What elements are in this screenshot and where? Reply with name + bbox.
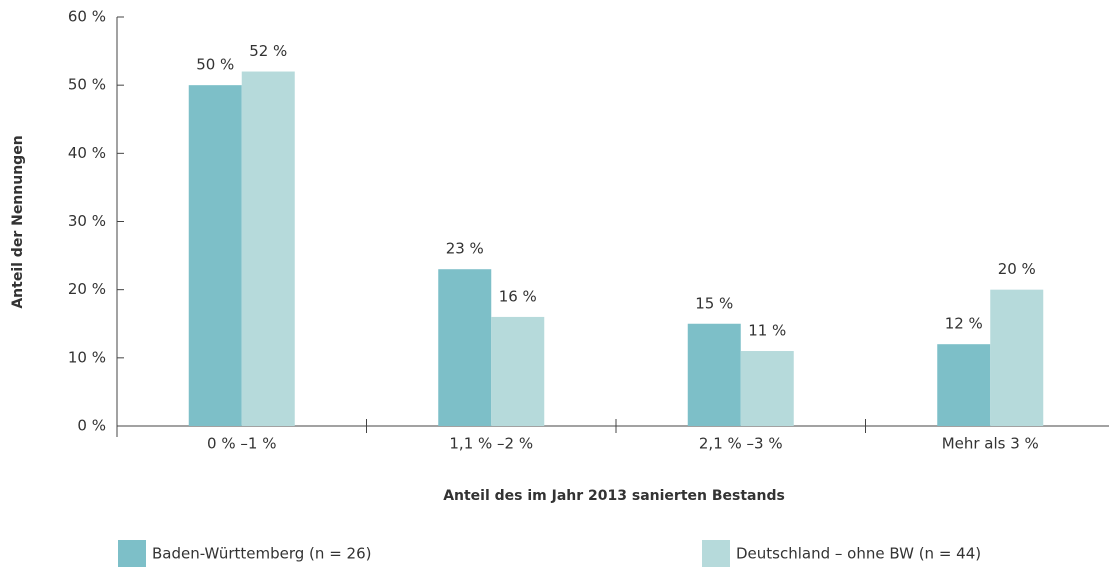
bar bbox=[491, 316, 545, 426]
value-label: 50 % bbox=[196, 56, 234, 74]
y-axis-label: Anteil der Nennungen bbox=[10, 135, 26, 308]
value-label: 52 % bbox=[249, 42, 287, 60]
value-label: 16 % bbox=[499, 287, 537, 305]
bar bbox=[438, 269, 492, 426]
value-label: 15 % bbox=[695, 294, 733, 312]
x-axis-label: Anteil des im Jahr 2013 sanierten Bestan… bbox=[443, 488, 785, 504]
legend-swatch bbox=[118, 540, 146, 567]
x-tick-label: 2,1 % –3 % bbox=[699, 435, 783, 453]
x-tick-label: 0 % –1 % bbox=[207, 435, 276, 453]
value-label: 23 % bbox=[446, 240, 484, 258]
y-tick-label: 20 % bbox=[68, 280, 106, 298]
bar bbox=[937, 344, 991, 426]
legend-label: Deutschland – ohne BW (n = 44) bbox=[736, 545, 981, 563]
y-tick-label: 50 % bbox=[68, 76, 106, 94]
value-label: 12 % bbox=[945, 315, 983, 333]
value-label: 20 % bbox=[998, 260, 1036, 278]
y-tick-label: 40 % bbox=[68, 144, 106, 162]
bar bbox=[188, 85, 242, 427]
x-tick-label: 1,1 % –2 % bbox=[449, 435, 533, 453]
legend-swatch bbox=[702, 540, 730, 567]
bar bbox=[241, 71, 295, 427]
legend-label: Baden-Württemberg (n = 26) bbox=[152, 545, 371, 563]
bar bbox=[740, 351, 794, 426]
x-tick-label: Mehr als 3 % bbox=[942, 435, 1039, 453]
y-tick-label: 30 % bbox=[68, 212, 106, 230]
value-label: 11 % bbox=[748, 322, 786, 340]
y-tick-label: 0 % bbox=[77, 417, 106, 435]
bar bbox=[990, 289, 1044, 426]
y-tick-label: 10 % bbox=[68, 348, 106, 366]
y-tick-label: 60 % bbox=[68, 8, 106, 26]
bar bbox=[687, 323, 741, 426]
